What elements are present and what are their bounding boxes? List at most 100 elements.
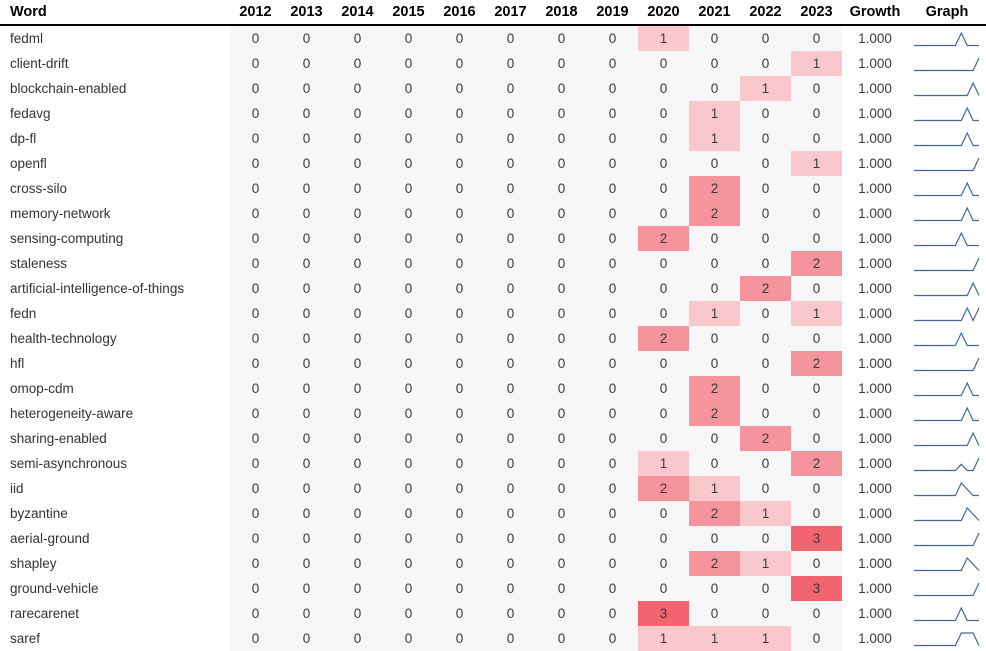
year-count-cell: 0	[230, 626, 281, 651]
year-count-cell: 0	[638, 351, 689, 376]
year-count-cell: 0	[383, 276, 434, 301]
year-count-cell: 0	[281, 25, 332, 51]
year-count-cell: 0	[587, 176, 638, 201]
year-count-cell: 0	[230, 301, 281, 326]
year-count-cell: 0	[332, 601, 383, 626]
year-count-cell: 1	[791, 301, 842, 326]
sparkline-cell	[908, 201, 986, 226]
sparkline-path	[914, 57, 980, 71]
year-count-cell: 0	[332, 301, 383, 326]
year-count-cell: 0	[332, 126, 383, 151]
year-count-cell: 0	[536, 251, 587, 276]
word-cell: openfl	[0, 151, 230, 176]
year-count-cell: 0	[485, 76, 536, 101]
year-count-cell: 0	[587, 301, 638, 326]
year-count-cell: 0	[485, 476, 536, 501]
table-row: ground-vehicle 0 0 0 0 0 0 0 0 0 0 0 3 1.000	[0, 576, 986, 601]
year-count-cell: 0	[740, 201, 791, 226]
year-count-cell: 0	[740, 51, 791, 76]
growth-cell: 1.000	[842, 226, 908, 251]
year-count-cell: 0	[332, 276, 383, 301]
table-row: rarecarenet 0 0 0 0 0 0 0 0 3 0 0 0 1.000	[0, 601, 986, 626]
year-count-cell: 0	[230, 101, 281, 126]
year-count-cell: 0	[383, 301, 434, 326]
year-count-cell: 0	[383, 451, 434, 476]
year-count-cell: 0	[689, 601, 740, 626]
year-count-cell: 1	[689, 476, 740, 501]
year-count-cell: 0	[587, 376, 638, 401]
year-count-cell: 0	[434, 526, 485, 551]
sparkline	[914, 506, 980, 521]
year-count-cell: 0	[281, 551, 332, 576]
year-count-cell: 0	[332, 476, 383, 501]
table-row: artificial-intelligence-of-things 0 0 0 0 0 0 0…	[0, 276, 986, 301]
year-count-cell: 0	[434, 251, 485, 276]
year-count-cell: 0	[332, 576, 383, 601]
year-count-cell: 0	[740, 226, 791, 251]
growth-cell: 1.000	[842, 51, 908, 76]
year-count-cell: 0	[791, 601, 842, 626]
year-count-cell: 0	[434, 351, 485, 376]
word-cell: cross-silo	[0, 176, 230, 201]
year-count-cell: 0	[587, 226, 638, 251]
year-count-cell: 0	[230, 326, 281, 351]
year-count-cell: 1	[689, 301, 740, 326]
year-count-cell: 0	[230, 176, 281, 201]
column-header-word: Word	[0, 0, 230, 26]
year-count-cell: 1	[638, 451, 689, 476]
column-header-2021: 2021	[689, 0, 740, 26]
sparkline	[914, 357, 980, 371]
sparkline-cell	[908, 226, 986, 251]
year-count-cell: 0	[740, 576, 791, 601]
year-count-cell: 0	[281, 226, 332, 251]
year-count-cell: 0	[638, 401, 689, 426]
growth-cell: 1.000	[842, 601, 908, 626]
year-count-cell: 0	[485, 151, 536, 176]
year-count-cell: 0	[689, 451, 740, 476]
sparkline-path	[914, 532, 980, 546]
growth-cell: 1.000	[842, 326, 908, 351]
year-count-cell: 0	[383, 76, 434, 101]
year-count-cell: 0	[332, 451, 383, 476]
year-count-cell: 2	[791, 351, 842, 376]
year-count-cell: 0	[485, 101, 536, 126]
year-count-cell: 0	[740, 101, 791, 126]
sparkline-path	[914, 231, 979, 246]
year-count-cell: 0	[791, 176, 842, 201]
table-row: shapley 0 0 0 0 0 0 0 0 0 2 1 0 1.000	[0, 551, 986, 576]
sparkline	[914, 31, 979, 46]
word-cell: client-drift	[0, 51, 230, 76]
sparkline	[914, 532, 980, 546]
year-count-cell: 0	[230, 25, 281, 51]
sparkline-path	[914, 181, 979, 196]
year-count-cell: 0	[587, 326, 638, 351]
year-count-cell: 1	[791, 151, 842, 176]
year-count-cell: 0	[230, 501, 281, 526]
sparkline-cell	[908, 326, 986, 351]
year-count-cell: 0	[485, 201, 536, 226]
year-count-cell: 0	[383, 576, 434, 601]
year-count-cell: 2	[791, 251, 842, 276]
year-count-cell: 0	[791, 126, 842, 151]
year-count-cell: 0	[638, 176, 689, 201]
word-cell: heterogeneity-aware	[0, 401, 230, 426]
year-count-cell: 0	[434, 501, 485, 526]
year-count-cell: 0	[281, 501, 332, 526]
year-count-cell: 0	[587, 51, 638, 76]
year-count-cell: 0	[434, 326, 485, 351]
word-cell: aerial-ground	[0, 526, 230, 551]
year-count-cell: 0	[281, 376, 332, 401]
sparkline-cell	[908, 451, 986, 476]
year-count-cell: 0	[689, 326, 740, 351]
year-count-cell: 1	[689, 101, 740, 126]
year-count-cell: 0	[536, 51, 587, 76]
table-row: semi-asynchronous 0 0 0 0 0 0 0 0 1 0 0 2 1.000	[0, 451, 986, 476]
sparkline-cell	[908, 76, 986, 101]
sparkline-path	[914, 31, 979, 46]
year-count-cell: 2	[689, 551, 740, 576]
year-count-cell: 0	[485, 601, 536, 626]
sparkline	[914, 381, 979, 396]
sparkline-path	[914, 431, 980, 446]
growth-cell: 1.000	[842, 626, 908, 651]
year-count-cell: 0	[791, 626, 842, 651]
